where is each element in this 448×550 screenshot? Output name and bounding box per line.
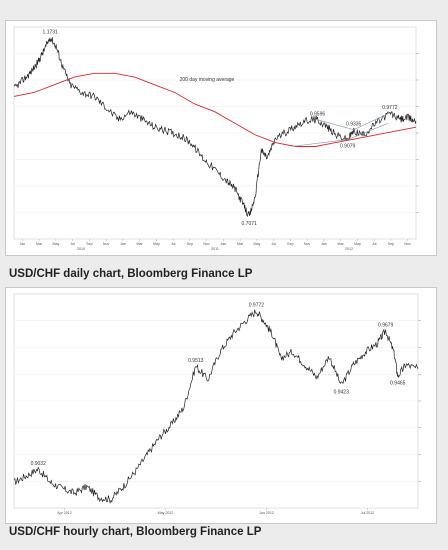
daily-x-tick-label: May bbox=[253, 242, 260, 246]
daily-x-tick-label: Jul bbox=[70, 242, 75, 246]
hourly-x-tick-label: Jul 2012 bbox=[361, 511, 375, 515]
hourly-annotation-label: 0.9032 bbox=[31, 461, 47, 467]
hourly-annotation-label: 0.9513 bbox=[188, 358, 204, 364]
daily-annotation-label: 200 day moving average bbox=[180, 77, 235, 83]
hourly-x-tick-label: Jun 2012 bbox=[259, 511, 274, 515]
daily-annotation-label: 0.9335 bbox=[346, 122, 362, 128]
daily-x-tick-label: Mar bbox=[237, 242, 244, 246]
daily-series-trendline-2 bbox=[317, 112, 391, 131]
daily-series-price-0 bbox=[14, 37, 417, 217]
daily-x-tick-label: Jul bbox=[372, 242, 377, 246]
daily-x-tick-label: Nov bbox=[203, 242, 210, 246]
hourly-chart-panel: Apr 2012 May 2012 Jun 2012 Jul 2012 0.9032 0.… bbox=[5, 287, 437, 524]
daily-x-tick-label: Mar bbox=[338, 242, 345, 246]
daily-x-tick-label: Nov bbox=[304, 242, 311, 246]
hourly-series-price-0 bbox=[13, 309, 419, 505]
daily-year-label: 2010 bbox=[77, 247, 85, 251]
daily-x-tick-label: May bbox=[52, 242, 59, 246]
hourly-annotation-label: 0.9772 bbox=[249, 303, 265, 309]
hourly-chart-svg: Apr 2012 May 2012 Jun 2012 Jul 2012 0.9032 0.… bbox=[13, 293, 421, 515]
daily-annotation-label: 0.9772 bbox=[382, 105, 398, 111]
daily-x-tick-label: Jan bbox=[321, 242, 327, 246]
daily-x-tick-label: Sep bbox=[287, 242, 293, 246]
daily-x-tick-label: Sep bbox=[86, 242, 92, 246]
hourly-chart-caption: USD/CHF hourly chart, Bloomberg Finance … bbox=[9, 526, 262, 538]
daily-annotation-label: 0.9079 bbox=[340, 144, 356, 150]
daily-chart-panel: Jan Mar May Jul Sep Nov Jan Mar May Jul Sep Nov Jan M… bbox=[5, 20, 437, 256]
daily-year-label: 2012 bbox=[345, 247, 353, 251]
daily-x-tick-label: Nov bbox=[103, 242, 110, 246]
daily-x-tick-label: Jan bbox=[19, 242, 25, 246]
daily-x-tick-label: Nov bbox=[404, 242, 411, 246]
daily-series-moving_average-1 bbox=[13, 72, 417, 147]
hourly-annotation-label: 0.9679 bbox=[378, 323, 394, 329]
hourly-x-tick-label: May 2012 bbox=[158, 511, 174, 515]
daily-annotation-label: 0.9596 bbox=[310, 112, 326, 118]
daily-annotation-label: 1.1731 bbox=[43, 29, 59, 35]
daily-chart-caption: USD/CHF daily chart, Bloomberg Finance L… bbox=[9, 268, 253, 280]
daily-x-tick-label: May bbox=[354, 242, 361, 246]
hourly-annotation-label: 0.9465 bbox=[390, 380, 406, 386]
daily-annotation-label: 0.7071 bbox=[242, 221, 258, 227]
daily-x-tick-label: Sep bbox=[187, 242, 193, 246]
daily-x-tick-label: Jul bbox=[271, 242, 276, 246]
daily-chart-svg: Jan Mar May Jul Sep Nov Jan Mar May Jul Sep Nov Jan M… bbox=[13, 26, 419, 251]
daily-x-tick-label: Jan bbox=[120, 242, 126, 246]
daily-x-tick-label: Mar bbox=[137, 242, 144, 246]
daily-x-tick-label: May bbox=[153, 242, 160, 246]
daily-series-trendline-3 bbox=[291, 123, 389, 147]
hourly-annotation-label: 0.9423 bbox=[334, 389, 350, 395]
daily-x-tick-label: Sep bbox=[388, 242, 394, 246]
hourly-x-tick-label: Apr 2012 bbox=[57, 511, 72, 515]
daily-x-tick-label: Jul bbox=[171, 242, 176, 246]
daily-year-label: 2011 bbox=[211, 247, 219, 251]
daily-x-tick-label: Jan bbox=[220, 242, 226, 246]
daily-x-tick-label: Mar bbox=[36, 242, 43, 246]
